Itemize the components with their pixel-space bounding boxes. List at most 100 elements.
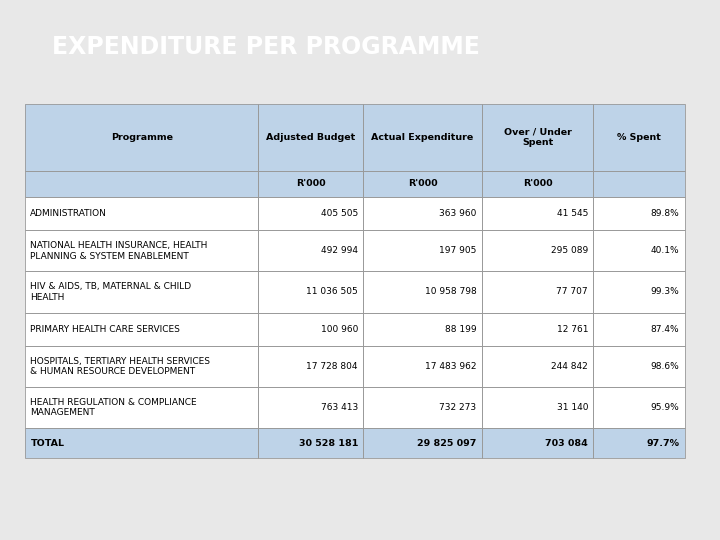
Text: 11 036 505: 11 036 505 — [306, 287, 358, 296]
Text: R'000: R'000 — [408, 179, 438, 188]
Bar — [482, 346, 593, 387]
Bar — [593, 171, 685, 197]
Bar — [593, 346, 685, 387]
Bar — [364, 272, 482, 313]
Text: 95.9%: 95.9% — [651, 403, 680, 412]
Bar — [258, 272, 364, 313]
Bar — [482, 313, 593, 346]
Bar — [258, 428, 364, 458]
Bar — [593, 428, 685, 458]
Bar — [258, 104, 364, 171]
Bar — [482, 428, 593, 458]
Bar — [25, 171, 258, 197]
Bar — [364, 231, 482, 272]
Bar — [593, 231, 685, 272]
Bar — [258, 171, 364, 197]
Bar — [482, 387, 593, 428]
Bar — [593, 104, 685, 171]
Text: 40.1%: 40.1% — [651, 246, 680, 255]
Bar — [25, 313, 258, 346]
Bar — [25, 346, 258, 387]
Bar — [364, 272, 482, 313]
Text: 492 994: 492 994 — [321, 246, 358, 255]
Bar — [25, 346, 258, 387]
Bar — [364, 346, 482, 387]
Bar — [482, 104, 593, 171]
Bar — [593, 197, 685, 231]
Bar — [258, 428, 364, 458]
Bar — [258, 387, 364, 428]
Bar — [25, 104, 258, 171]
Text: 732 273: 732 273 — [439, 403, 477, 412]
Text: 17 728 804: 17 728 804 — [307, 362, 358, 371]
Bar — [593, 313, 685, 346]
Text: Programme: Programme — [111, 133, 173, 141]
Text: 31 140: 31 140 — [557, 403, 588, 412]
Bar — [593, 313, 685, 346]
Bar — [482, 197, 593, 231]
Bar — [593, 104, 685, 171]
Text: ADMINISTRATION: ADMINISTRATION — [30, 209, 107, 218]
Bar — [25, 171, 258, 197]
Bar — [364, 313, 482, 346]
Bar — [593, 231, 685, 272]
Bar — [482, 171, 593, 197]
Text: 87.4%: 87.4% — [651, 325, 680, 334]
Bar — [258, 272, 364, 313]
Bar — [25, 272, 258, 313]
Bar — [364, 171, 482, 197]
Bar — [482, 104, 593, 171]
Bar — [482, 197, 593, 231]
Bar — [258, 346, 364, 387]
Bar — [25, 231, 258, 272]
Text: Actual Expenditure: Actual Expenditure — [372, 133, 474, 141]
Text: 98.6%: 98.6% — [651, 362, 680, 371]
Bar — [364, 171, 482, 197]
Text: HOSPITALS, TERTIARY HEALTH SERVICES
& HUMAN RESOURCE DEVELOPMENT: HOSPITALS, TERTIARY HEALTH SERVICES & HU… — [30, 357, 210, 376]
Bar — [364, 104, 482, 171]
Bar — [364, 231, 482, 272]
Bar — [364, 387, 482, 428]
Text: 295 089: 295 089 — [551, 246, 588, 255]
Bar — [364, 387, 482, 428]
Bar — [25, 197, 258, 231]
Bar — [482, 171, 593, 197]
Text: 17 483 962: 17 483 962 — [425, 362, 477, 371]
Text: PRIMARY HEALTH CARE SERVICES: PRIMARY HEALTH CARE SERVICES — [30, 325, 180, 334]
Bar — [258, 231, 364, 272]
Bar — [482, 272, 593, 313]
Bar — [482, 272, 593, 313]
Bar — [258, 231, 364, 272]
Bar — [593, 346, 685, 387]
Text: 99.3%: 99.3% — [651, 287, 680, 296]
Text: EXPENDITURE PER PROGRAMME: EXPENDITURE PER PROGRAMME — [53, 35, 480, 59]
Text: 97.7%: 97.7% — [647, 438, 680, 448]
Text: 89.8%: 89.8% — [651, 209, 680, 218]
Text: 244 842: 244 842 — [552, 362, 588, 371]
Text: % Spent: % Spent — [617, 133, 661, 141]
Bar — [25, 313, 258, 346]
Text: Adjusted Budget: Adjusted Budget — [266, 133, 356, 141]
Bar — [258, 346, 364, 387]
Bar — [258, 313, 364, 346]
Bar — [25, 428, 258, 458]
Text: 29 825 097: 29 825 097 — [417, 438, 477, 448]
Bar — [364, 313, 482, 346]
Text: 197 905: 197 905 — [439, 246, 477, 255]
Bar — [258, 313, 364, 346]
Bar — [364, 197, 482, 231]
Text: Over / Under
Spent: Over / Under Spent — [504, 127, 572, 147]
Bar — [258, 171, 364, 197]
Bar — [482, 428, 593, 458]
Bar — [364, 428, 482, 458]
Text: HEALTH REGULATION & COMPLIANCE
MANAGEMENT: HEALTH REGULATION & COMPLIANCE MANAGEMEN… — [30, 398, 197, 417]
Bar — [482, 346, 593, 387]
Text: 10 958 798: 10 958 798 — [425, 287, 477, 296]
Text: 88 199: 88 199 — [445, 325, 477, 334]
Bar — [482, 313, 593, 346]
Text: 703 084: 703 084 — [545, 438, 588, 448]
Bar — [258, 104, 364, 171]
Text: HIV & AIDS, TB, MATERNAL & CHILD
HEALTH: HIV & AIDS, TB, MATERNAL & CHILD HEALTH — [30, 282, 192, 302]
Bar — [364, 428, 482, 458]
Text: TOTAL: TOTAL — [30, 438, 64, 448]
